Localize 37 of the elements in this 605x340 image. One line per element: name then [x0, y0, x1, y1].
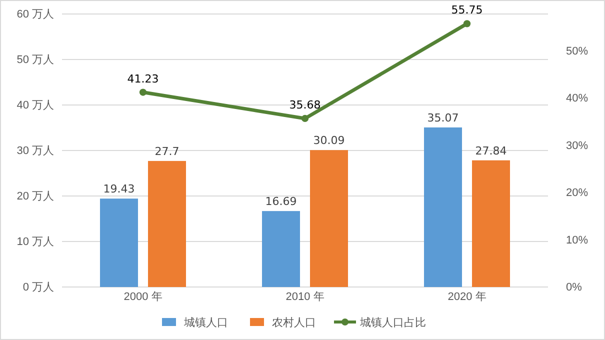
data-label: 27.84 — [475, 144, 507, 158]
point — [463, 20, 471, 28]
data-label: 41.23 — [127, 72, 159, 86]
bar — [100, 198, 138, 287]
data-label: 35.07 — [427, 111, 459, 124]
point — [301, 114, 309, 122]
data-label: 55.75 — [451, 4, 483, 17]
y2-tick-label: 20% — [566, 187, 588, 200]
y-tick-label: 50 万人 — [16, 54, 54, 66]
bar — [424, 127, 462, 287]
y-tick-label: 0 万人 — [22, 282, 54, 294]
bar — [148, 160, 186, 287]
y-tick-label: 20 万人 — [16, 190, 54, 203]
x-tick-label: 2000 年 — [124, 290, 162, 303]
data-label: 35.68 — [289, 98, 321, 112]
bar — [310, 150, 348, 287]
x-tick-label: 2020 年 — [448, 290, 486, 303]
y-tick-label: 60 万人 — [16, 8, 54, 21]
point — [139, 88, 147, 96]
y2-tick-label: 0% — [566, 282, 582, 294]
data-label: 30.09 — [313, 134, 345, 148]
bar — [472, 160, 510, 287]
data-label: 19.43 — [103, 182, 135, 196]
x-tick-label: 2010 年 — [286, 290, 324, 303]
y-tick-label: 40 万人 — [16, 100, 54, 112]
legend-label: 城镇人口 — [183, 316, 228, 329]
y2-tick-label: 40% — [566, 92, 588, 105]
bar — [262, 211, 300, 287]
data-label: 16.69 — [265, 195, 297, 208]
data-label: 27.7 — [154, 144, 180, 158]
y2-tick-label: 50% — [566, 45, 588, 58]
legend-label: 城镇人口占比 — [359, 316, 426, 329]
y-tick-label: 30 万人 — [16, 145, 54, 158]
y-tick-label: 10 万人 — [16, 236, 54, 248]
legend-label: 农村人口 — [272, 316, 316, 329]
y2-tick-label: 10% — [566, 234, 588, 246]
y2-tick-label: 30% — [566, 140, 588, 152]
